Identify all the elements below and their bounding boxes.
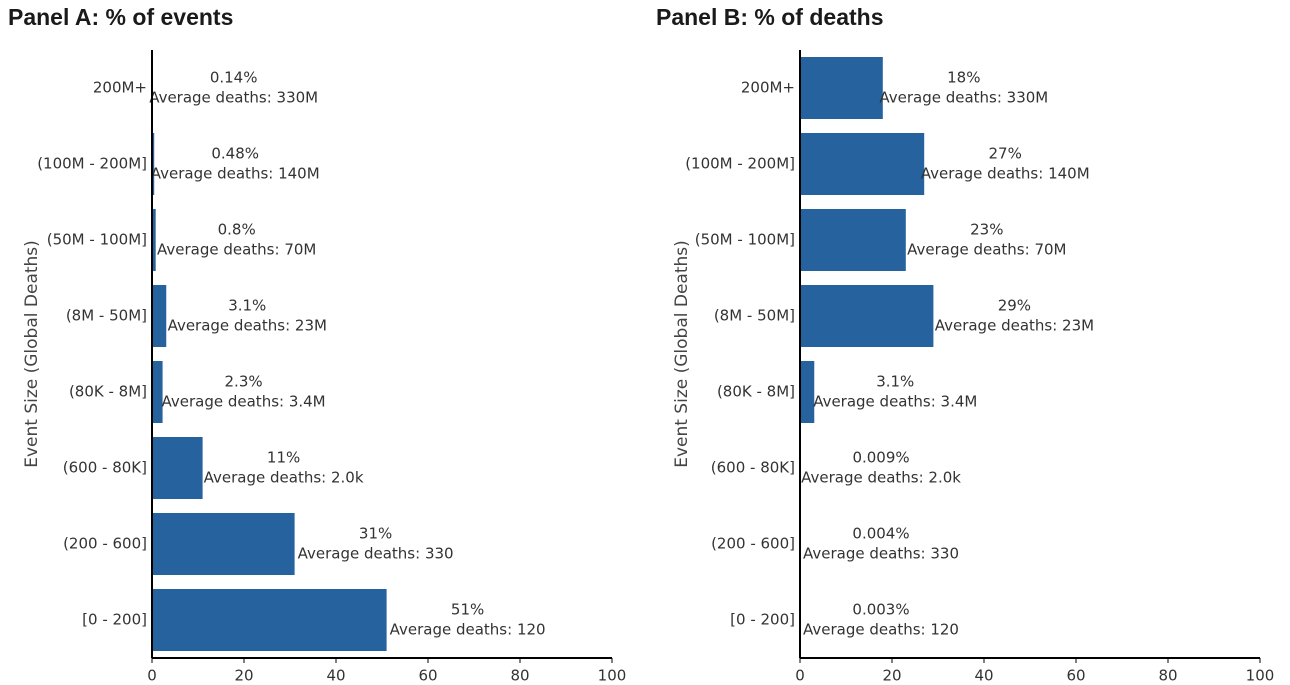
panel-a-category-label: (80K - 8M] bbox=[69, 383, 147, 401]
panel-a-avg-deaths-label: Average deaths: 120 bbox=[390, 621, 546, 639]
panel-a-bar bbox=[152, 589, 387, 651]
panel-b-value-label: 23% bbox=[970, 221, 1003, 239]
panel-b-x-tick-label: 60 bbox=[1066, 667, 1085, 685]
panel-a-bar bbox=[152, 437, 203, 499]
panel-a-x-tick-label: 80 bbox=[510, 667, 529, 685]
panel-b-category-label: (100M - 200M] bbox=[685, 155, 795, 173]
panel-a-bar bbox=[152, 361, 163, 423]
panel-a-value-label: 0.14% bbox=[210, 69, 258, 87]
panel-a-avg-deaths-label: Average deaths: 70M bbox=[157, 241, 316, 259]
panel-a-value-label: 51% bbox=[451, 601, 484, 619]
panel-a-bar bbox=[152, 513, 295, 575]
panel-b-x-tick-label: 20 bbox=[882, 667, 901, 685]
panel-b-avg-deaths-label: Average deaths: 3.4M bbox=[813, 393, 977, 411]
panel-a-value-label: 0.48% bbox=[211, 145, 259, 163]
panel-a-category-label: (50M - 100M] bbox=[47, 231, 147, 249]
panel-a-x-tick-label: 20 bbox=[234, 667, 253, 685]
panel-b-avg-deaths-label: Average deaths: 330M bbox=[879, 89, 1048, 107]
panel-b-bar bbox=[800, 57, 883, 119]
panel-b-value-label: 0.003% bbox=[852, 601, 909, 619]
panel-a-avg-deaths-label: Average deaths: 330 bbox=[298, 545, 454, 563]
panel-a-avg-deaths-label: Average deaths: 2.0k bbox=[204, 469, 364, 487]
panel-b-value-label: 29% bbox=[998, 297, 1031, 315]
panel-a-bar bbox=[152, 285, 167, 347]
panel-a-value-label: 0.8% bbox=[218, 221, 256, 239]
panel-a-category-label: [0 - 200] bbox=[82, 611, 147, 629]
panel-b-avg-deaths-label: Average deaths: 70M bbox=[907, 241, 1066, 259]
panel-a-bar bbox=[152, 133, 155, 195]
panel-a-value-label: 11% bbox=[267, 449, 300, 467]
panel-a-avg-deaths-label: Average deaths: 140M bbox=[151, 165, 320, 183]
panel-b-y-axis-label: Event Size (Global Deaths) bbox=[672, 240, 692, 468]
panel-b-avg-deaths-label: Average deaths: 330 bbox=[803, 545, 959, 563]
panel-b-category-label: (8M - 50M] bbox=[714, 307, 795, 325]
panel-a-value-label: 31% bbox=[359, 525, 392, 543]
panel-b-x-tick-label: 80 bbox=[1158, 667, 1177, 685]
panel-b-x-tick-label: 40 bbox=[974, 667, 993, 685]
panel-a-y-axis-label: Event Size (Global Deaths) bbox=[22, 240, 42, 468]
panel-a-avg-deaths-label: Average deaths: 330M bbox=[149, 89, 318, 107]
panel-b-avg-deaths-label: Average deaths: 140M bbox=[921, 165, 1090, 183]
panel-a-x-tick-label: 0 bbox=[147, 667, 157, 685]
panel-b-category-label: (600 - 80K] bbox=[711, 459, 795, 477]
panel-a-category-label: (200 - 600] bbox=[63, 535, 147, 553]
panel-a-value-label: 3.1% bbox=[228, 297, 266, 315]
panel-b-value-label: 3.1% bbox=[876, 373, 914, 391]
panel-b-category-label: (50M - 100M] bbox=[695, 231, 795, 249]
panel-b-avg-deaths-label: Average deaths: 120 bbox=[803, 621, 959, 639]
panel-a-x-tick-label: 60 bbox=[418, 667, 437, 685]
panel-b-category-label: (80K - 8M] bbox=[717, 383, 795, 401]
panel-b-bar bbox=[800, 285, 934, 347]
panel-b-value-label: 0.009% bbox=[852, 449, 909, 467]
panel-a-category-label: (100M - 200M] bbox=[37, 155, 147, 173]
panel-a-avg-deaths-label: Average deaths: 23M bbox=[168, 317, 327, 335]
panel-a-avg-deaths-label: Average deaths: 3.4M bbox=[162, 393, 326, 411]
panel-b-value-label: 18% bbox=[947, 69, 980, 87]
panel-a-category-label: 200M+ bbox=[93, 79, 147, 97]
panel-b-title: Panel B: % of deaths bbox=[656, 4, 884, 30]
panel-a-category-label: (600 - 80K] bbox=[63, 459, 147, 477]
panel-a-x-tick-label: 40 bbox=[326, 667, 345, 685]
panel-a-title: Panel A: % of events bbox=[8, 4, 234, 30]
panel-b-avg-deaths-label: Average deaths: 23M bbox=[935, 317, 1094, 335]
panel-b-value-label: 27% bbox=[989, 145, 1022, 163]
panel-b-x-tick-label: 0 bbox=[795, 667, 805, 685]
panel-b-bar bbox=[800, 133, 925, 195]
panel-b-avg-deaths-label: Average deaths: 2.0k bbox=[801, 469, 961, 487]
panel-a-x-tick-label: 100 bbox=[598, 667, 627, 685]
panel-b-value-label: 0.004% bbox=[852, 525, 909, 543]
panel-b-bar bbox=[800, 361, 815, 423]
panel-a-value-label: 2.3% bbox=[225, 373, 263, 391]
panel-b-category-label: (200 - 600] bbox=[711, 535, 795, 553]
panel-b-bar bbox=[800, 209, 906, 271]
panel-b-category-label: [0 - 200] bbox=[730, 611, 795, 629]
panel-a-bar bbox=[152, 209, 156, 271]
panel-b-x-tick-label: 100 bbox=[1246, 667, 1275, 685]
panel-a-category-label: (8M - 50M] bbox=[66, 307, 147, 325]
panel-b-category-label: 200M+ bbox=[741, 79, 795, 97]
